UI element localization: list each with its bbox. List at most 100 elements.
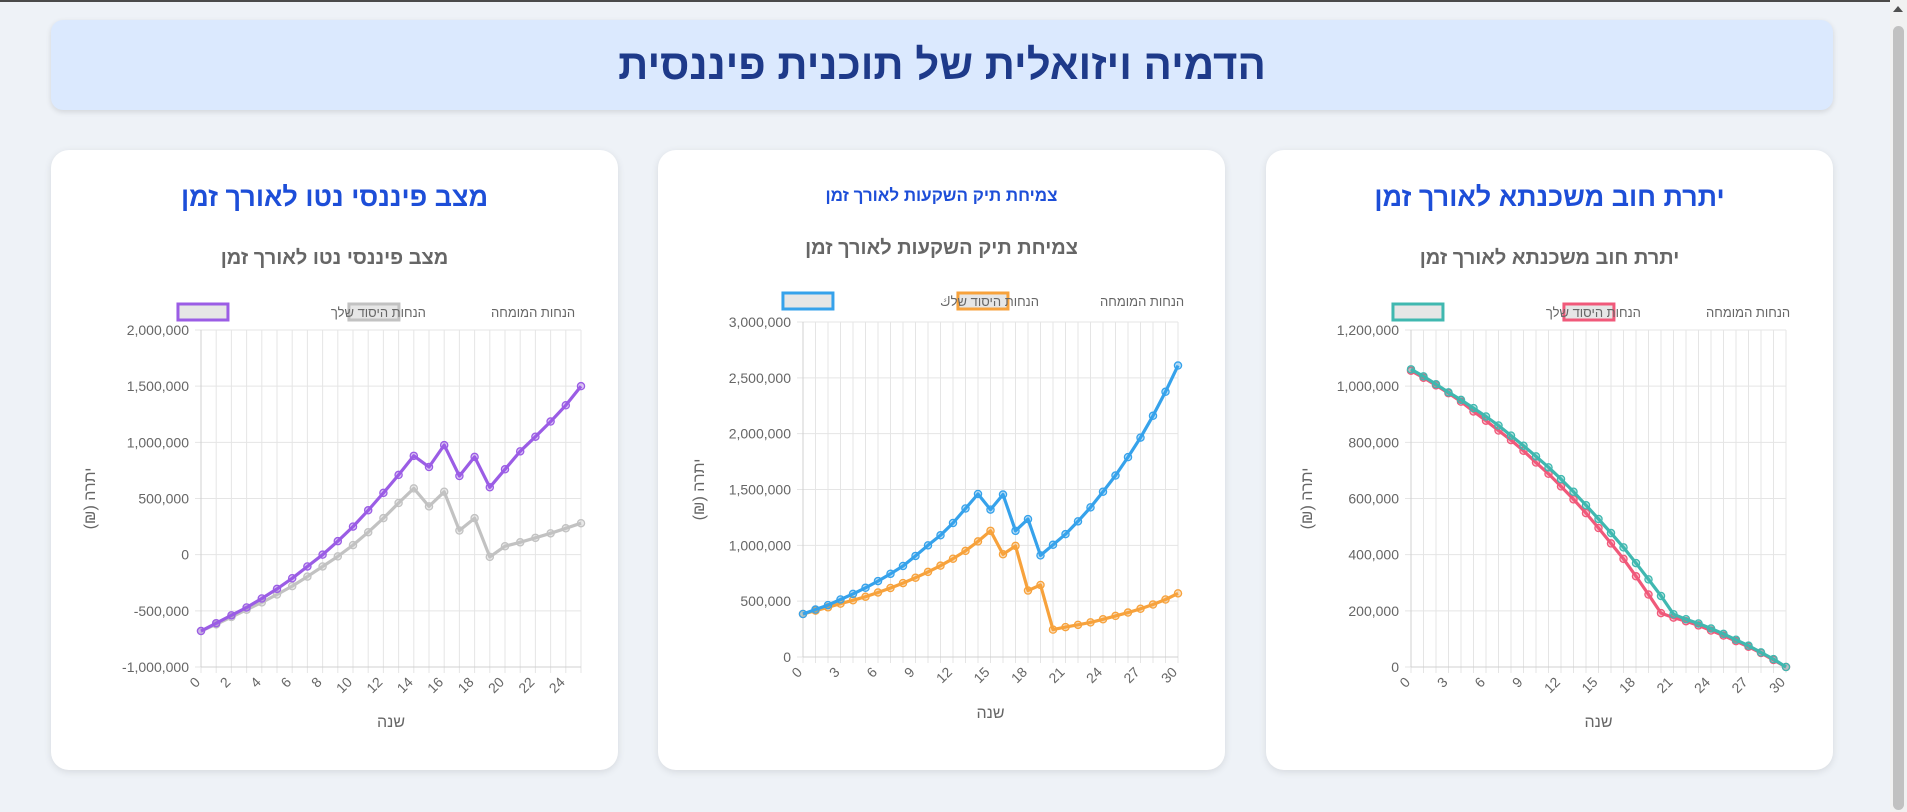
data-point[interactable] xyxy=(886,583,895,593)
legend-item-base[interactable]: הנחות היסוד שלך xyxy=(1391,302,1641,322)
data-point[interactable] xyxy=(287,581,297,591)
data-point[interactable] xyxy=(1098,487,1108,496)
data-point[interactable] xyxy=(1456,395,1466,405)
data-point[interactable] xyxy=(1023,586,1033,595)
data-point[interactable] xyxy=(798,609,808,619)
data-point[interactable] xyxy=(1148,411,1158,421)
data-point[interactable] xyxy=(1098,615,1108,624)
vertical-scrollbar[interactable] xyxy=(1890,0,1907,812)
data-point[interactable] xyxy=(1544,463,1553,472)
data-point[interactable] xyxy=(1606,528,1616,538)
data-point[interactable] xyxy=(1073,620,1083,630)
data-point[interactable] xyxy=(500,541,510,551)
data-point[interactable] xyxy=(936,561,945,570)
data-point[interactable] xyxy=(1619,554,1628,564)
data-point[interactable] xyxy=(1123,452,1133,462)
data-point[interactable] xyxy=(333,552,343,561)
data-point[interactable] xyxy=(1494,421,1503,430)
data-point[interactable] xyxy=(363,527,373,537)
chart-legend[interactable]: הנחות המומחה הנחות היסוד שלך xyxy=(176,302,575,322)
scrollbar-thumb[interactable] xyxy=(1893,26,1904,810)
data-point[interactable] xyxy=(1161,387,1170,397)
data-point[interactable] xyxy=(923,567,933,577)
data-point[interactable] xyxy=(470,452,479,462)
data-point[interactable] xyxy=(1656,591,1666,601)
legend-item-base[interactable]: הנחות היסוד שלך xyxy=(176,302,426,322)
data-point[interactable] xyxy=(1048,540,1058,550)
data-point[interactable] xyxy=(1036,580,1045,590)
data-point[interactable] xyxy=(1681,615,1691,624)
data-point[interactable] xyxy=(898,578,908,588)
data-point[interactable] xyxy=(1444,388,1453,397)
data-point[interactable] xyxy=(1531,458,1541,467)
data-point[interactable] xyxy=(1594,523,1603,533)
data-point[interactable] xyxy=(485,552,495,562)
data-point[interactable] xyxy=(973,537,983,546)
data-point[interactable] xyxy=(998,490,1008,499)
data-point[interactable] xyxy=(318,562,327,571)
scroll-up-arrow-icon[interactable] xyxy=(1893,6,1903,12)
data-point[interactable] xyxy=(1706,624,1716,633)
legend-item-assumed[interactable]: הנחות המומחה xyxy=(347,302,575,322)
data-point[interactable] xyxy=(211,618,221,628)
data-point[interactable] xyxy=(1048,625,1058,634)
data-point[interactable] xyxy=(1719,629,1728,639)
data-point[interactable] xyxy=(1506,431,1516,440)
data-point[interactable] xyxy=(257,594,267,603)
data-point[interactable] xyxy=(1148,600,1158,609)
data-point[interactable] xyxy=(1123,608,1133,617)
data-point[interactable] xyxy=(948,554,958,563)
data-point[interactable] xyxy=(848,589,858,599)
data-point[interactable] xyxy=(348,540,358,550)
data-point[interactable] xyxy=(1581,508,1591,518)
data-point[interactable] xyxy=(348,522,358,531)
data-point[interactable] xyxy=(1731,635,1741,645)
data-point[interactable] xyxy=(1631,572,1641,581)
data-point[interactable] xyxy=(1136,433,1145,442)
data-point[interactable] xyxy=(272,584,282,594)
data-point[interactable] xyxy=(576,518,586,528)
legend-item-assumed[interactable]: הנחות המומחה xyxy=(1562,302,1790,322)
data-point[interactable] xyxy=(1481,412,1491,421)
data-point[interactable] xyxy=(1656,608,1666,618)
data-point[interactable] xyxy=(1061,622,1070,632)
data-point[interactable] xyxy=(470,513,479,523)
data-point[interactable] xyxy=(1594,514,1603,524)
data-point[interactable] xyxy=(546,529,555,538)
data-point[interactable] xyxy=(1769,654,1778,664)
data-point[interactable] xyxy=(1544,469,1553,479)
data-point[interactable] xyxy=(1469,403,1478,413)
data-point[interactable] xyxy=(1136,604,1145,614)
data-point[interactable] xyxy=(455,526,464,535)
data-point[interactable] xyxy=(227,611,236,620)
data-point[interactable] xyxy=(1556,474,1566,484)
data-point[interactable] xyxy=(485,483,495,492)
data-point[interactable] xyxy=(1406,365,1416,374)
data-point[interactable] xyxy=(515,447,525,456)
data-point[interactable] xyxy=(1111,611,1120,621)
data-point[interactable] xyxy=(1161,595,1170,604)
data-point[interactable] xyxy=(886,569,895,579)
data-point[interactable] xyxy=(1744,641,1753,650)
data-point[interactable] xyxy=(923,541,933,550)
legend-item-base[interactable]: הנחות היסוד שלك xyxy=(781,291,1039,311)
chart-legend[interactable]: הנחות המומחה הנחות היסוד שלך xyxy=(1391,302,1790,322)
data-point[interactable] xyxy=(1756,648,1766,657)
data-point[interactable] xyxy=(424,462,434,472)
data-point[interactable] xyxy=(911,573,920,582)
data-point[interactable] xyxy=(394,470,403,480)
data-point[interactable] xyxy=(439,487,449,497)
data-point[interactable] xyxy=(1173,361,1183,370)
data-point[interactable] xyxy=(531,533,540,543)
data-point[interactable] xyxy=(1531,452,1541,461)
data-point[interactable] xyxy=(363,506,373,515)
data-point[interactable] xyxy=(242,603,251,612)
data-point[interactable] xyxy=(1781,662,1791,672)
data-point[interactable] xyxy=(948,518,958,528)
data-point[interactable] xyxy=(1173,589,1183,598)
data-point[interactable] xyxy=(394,498,403,508)
data-point[interactable] xyxy=(986,526,995,536)
data-point[interactable] xyxy=(1036,551,1045,560)
data-point[interactable] xyxy=(409,484,419,493)
data-point[interactable] xyxy=(1086,503,1095,512)
